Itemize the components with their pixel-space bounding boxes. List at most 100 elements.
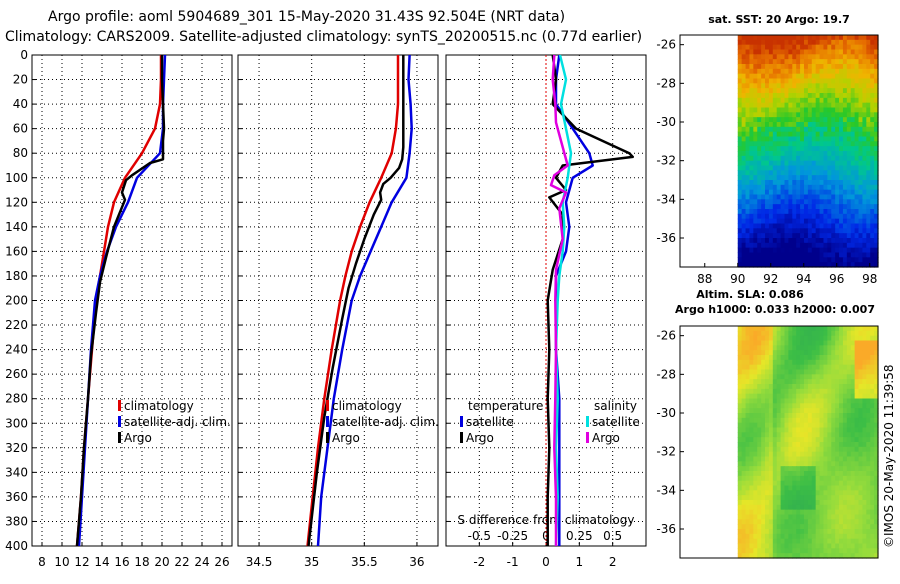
map-cell [870, 379, 875, 385]
map-cell [819, 543, 825, 549]
map-cell [874, 451, 879, 458]
map-cell [839, 529, 844, 535]
map-cell [850, 548, 856, 554]
map-cell [761, 475, 766, 482]
map-cell [749, 122, 754, 128]
map-cell [768, 238, 774, 244]
map-cell [749, 408, 754, 414]
map-cell [749, 364, 754, 371]
map-cell [749, 78, 754, 84]
map-cell [761, 466, 766, 472]
map-cell [796, 73, 801, 80]
map-cell [745, 93, 751, 99]
map-cell [803, 209, 809, 215]
map-cell [831, 369, 836, 375]
map-cell [792, 417, 797, 424]
map-cell [870, 194, 875, 200]
map-cell [737, 223, 743, 229]
map-cell [819, 59, 825, 65]
map-cell [846, 524, 852, 530]
map-cell [839, 403, 844, 409]
map-cell [811, 471, 817, 477]
map-cell [811, 83, 817, 89]
depth-tick-label: 80 [13, 146, 28, 160]
map-cell [741, 136, 747, 142]
map-cell [737, 335, 743, 342]
map-cell [827, 83, 832, 89]
map-cell [827, 408, 832, 414]
map-cell [776, 155, 782, 162]
map-cell [737, 252, 743, 258]
map-cell [776, 189, 782, 196]
map-cell [745, 388, 751, 395]
map-cell [842, 228, 848, 234]
map-cell [772, 204, 778, 210]
map-cell [835, 83, 840, 89]
map-cell [776, 519, 782, 525]
map-cell [784, 393, 789, 400]
map-cell [866, 194, 871, 200]
map-cell [788, 64, 793, 70]
map-cell [874, 461, 879, 467]
map-cell [823, 514, 828, 520]
lon-tick-label: 96 [829, 272, 844, 286]
map-cell [807, 364, 813, 371]
map-cell [835, 64, 840, 70]
map-cell [800, 543, 805, 549]
map-cell [815, 335, 821, 342]
map-field [737, 35, 879, 268]
map-cell [831, 490, 836, 496]
map-cell [866, 446, 871, 453]
map-cell [803, 44, 809, 51]
map-cell [780, 180, 786, 186]
map-cell [741, 398, 747, 404]
map-cell [800, 180, 805, 186]
map-cell [753, 548, 758, 554]
map-cell [858, 495, 864, 501]
map-cell [745, 384, 751, 390]
map-cell [768, 432, 774, 438]
map-cell [854, 524, 860, 530]
map-cell [815, 175, 821, 181]
map-cell [874, 355, 879, 361]
map-cell [776, 369, 782, 375]
map-cell [850, 126, 856, 133]
map-cell [757, 514, 762, 520]
map-cell [807, 151, 813, 157]
map-cell [803, 126, 809, 133]
map-cell [807, 199, 813, 205]
map-cell [842, 413, 848, 419]
map-cell [835, 170, 840, 176]
map-cell [780, 480, 786, 487]
map-cell [800, 97, 805, 104]
map-cell [761, 524, 766, 530]
map-cell [780, 44, 786, 51]
depth-tick-label: 200 [5, 294, 28, 308]
map-cell [811, 490, 817, 496]
map-cell [765, 490, 770, 496]
map-cell [815, 204, 821, 210]
map-cell [796, 369, 801, 375]
map-cell [776, 403, 782, 409]
map-cell [788, 509, 793, 516]
map-cell [858, 64, 864, 70]
map-cell [866, 242, 871, 249]
map-cell [811, 160, 817, 167]
map-cell [765, 364, 770, 371]
map-cell [780, 456, 786, 462]
map-cell [753, 223, 758, 229]
map-cell [846, 136, 852, 142]
map-cell [768, 446, 774, 453]
map-cell [807, 194, 813, 200]
map-cell [827, 451, 832, 458]
map-cell [842, 461, 848, 467]
map-cell [772, 170, 778, 176]
map-cell [753, 136, 758, 142]
map-cell [737, 146, 743, 152]
map-cell [835, 533, 840, 540]
lat-tick-label: -30 [656, 115, 676, 129]
map-cell [815, 68, 821, 75]
map-cell [745, 180, 751, 186]
